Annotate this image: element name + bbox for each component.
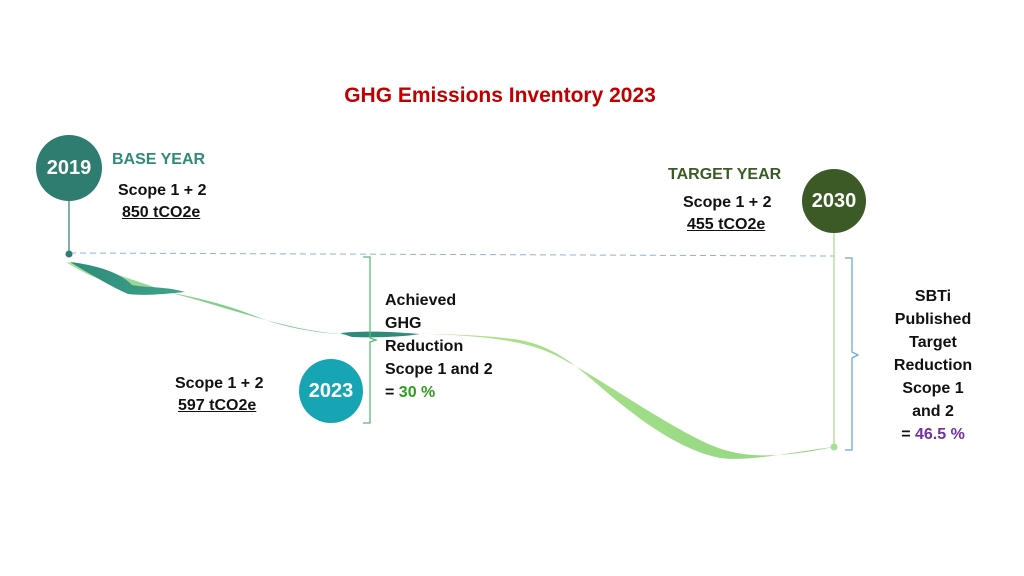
- target-year-text: 2030: [811, 189, 857, 212]
- sbti-line-6: and 2: [912, 403, 954, 420]
- current-scope-label: Scope 1 + 2: [175, 375, 264, 392]
- achieved-value-line: = 30 %: [385, 381, 493, 404]
- baseline-dashed-line: [69, 252, 836, 257]
- achieved-value: 30 %: [398, 384, 436, 401]
- ribbon-segment-2019-2023: [66, 262, 400, 336]
- target-year-label: TARGET YEAR: [668, 166, 782, 183]
- achieved-line-1: Achieved: [385, 292, 457, 309]
- base-scope-label: Scope 1 + 2: [118, 182, 207, 199]
- target-year-circle: 2030: [802, 169, 866, 233]
- current-year-circle: 2023: [299, 359, 363, 423]
- sbti-line-1: SBTi: [914, 288, 952, 305]
- sbti-line-3: Target: [909, 334, 957, 351]
- achieved-bracket: [363, 256, 379, 424]
- ribbon-twist-teal-2: [340, 331, 420, 338]
- achieved-prefix: =: [385, 384, 395, 401]
- sbti-prefix: =: [901, 426, 911, 443]
- base-value: 850 tCO2e: [122, 204, 201, 221]
- achieved-line-4: Scope 1 and 2: [385, 361, 493, 378]
- target-scope-label: Scope 1 + 2: [683, 194, 772, 211]
- base-year-circle: 2019: [36, 135, 102, 201]
- base-year-label: BASE YEAR: [112, 151, 206, 168]
- current-year-text: 2023: [308, 379, 354, 402]
- achieved-reduction-text: Achieved GHG Reduction Scope 1 and 2 = 3…: [385, 289, 493, 404]
- sbti-target-text: SBTi Published Target Reduction Scope 1 …: [878, 285, 988, 446]
- current-value: 597 tCO2e: [178, 397, 257, 414]
- target-value: 455 tCO2e: [687, 216, 766, 233]
- sbti-bracket: [845, 257, 860, 451]
- achieved-line-3: Reduction: [385, 338, 464, 355]
- achieved-line-2: GHG: [385, 315, 422, 332]
- sbti-line-2: Published: [894, 311, 972, 328]
- sbti-value: 46.5 %: [914, 426, 965, 443]
- sbti-line-4: Reduction: [893, 357, 973, 374]
- page-title: GHG Emissions Inventory 2023: [344, 84, 656, 107]
- sbti-line-5: Scope 1: [902, 380, 964, 397]
- base-year-text: 2019: [46, 156, 92, 179]
- ribbon-twist-teal: [70, 262, 185, 295]
- sbti-value-line: = 46.5 %: [878, 423, 988, 446]
- base-year-marker-dot: [65, 250, 73, 258]
